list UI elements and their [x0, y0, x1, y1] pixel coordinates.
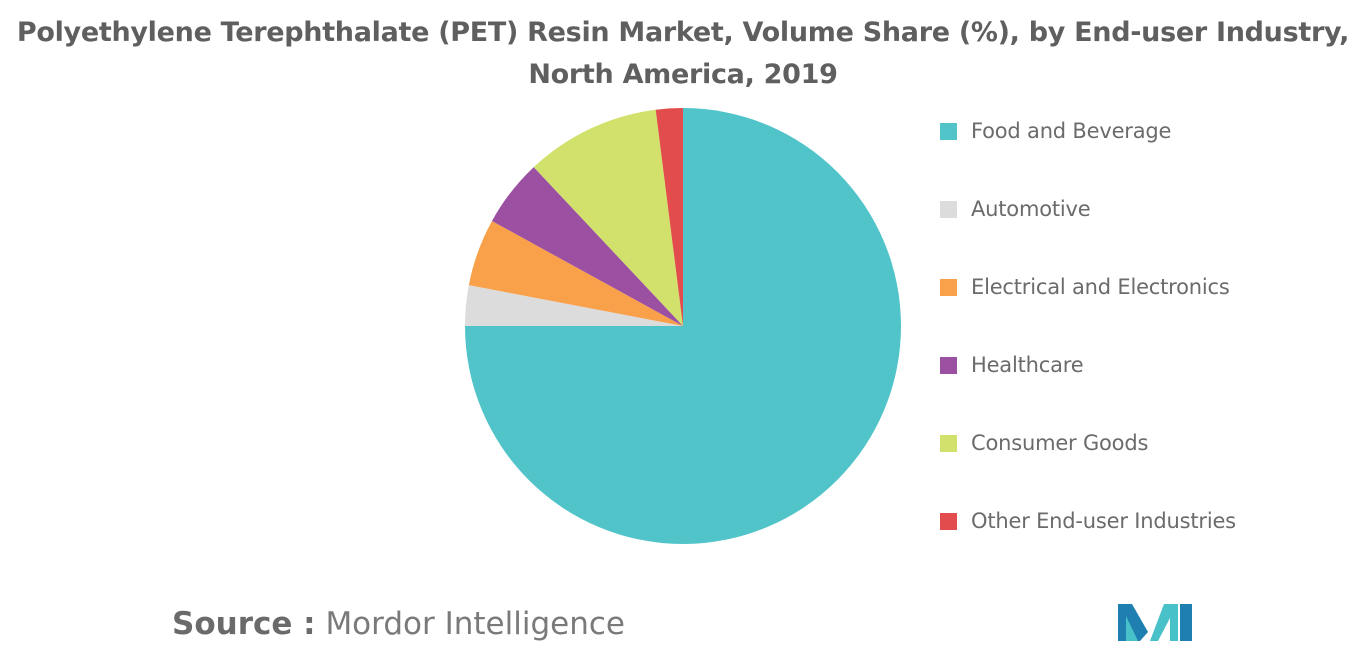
legend-item-other-end-user-industries: Other End-user Industries: [940, 504, 1340, 538]
source-label: Source :: [172, 606, 316, 642]
pie-slice-automotive: [465, 285, 683, 326]
legend-swatch: [940, 356, 957, 374]
source-value: Mordor Intelligence: [325, 606, 625, 642]
source-credit: Source : Mordor Intelligence: [172, 606, 625, 642]
legend-label: Food and Beverage: [971, 119, 1172, 143]
legend-item-automotive: Automotive: [940, 192, 1340, 226]
mordor-intelligence-logo-icon: [1118, 604, 1192, 641]
legend-label: Healthcare: [971, 353, 1084, 377]
legend-item-food-and-beverage: Food and Beverage: [940, 114, 1340, 148]
legend-swatch: [940, 200, 957, 218]
pie-slice-consumer-goods: [533, 109, 683, 326]
chart-legend: Food and Beverage Automotive Electrical an…: [940, 114, 1340, 582]
legend-label: Electrical and Electronics: [971, 275, 1230, 299]
legend-label: Automotive: [971, 197, 1091, 221]
chart-title: Polyethylene Terephthalate (PET) Resin M…: [0, 12, 1366, 96]
pie-slices: [465, 108, 901, 544]
logo-right-stroke: [1180, 604, 1192, 641]
legend-swatch: [940, 278, 957, 296]
legend-swatch: [940, 512, 957, 530]
legend-swatch: [940, 434, 957, 452]
pie-slice-healthcare: [491, 167, 683, 326]
logo-left-shape: [1118, 604, 1148, 641]
chart-title-line-1: Polyethylene Terephthalate (PET) Resin M…: [16, 17, 1350, 48]
legend-item-electrical-and-electronics: Electrical and Electronics: [940, 270, 1340, 304]
legend-label: Other End-user Industries: [971, 509, 1236, 533]
legend-item-healthcare: Healthcare: [940, 348, 1340, 382]
logo-right-shape: [1150, 604, 1178, 641]
pie-slice-electrical-and-electronics: [468, 220, 683, 326]
legend-swatch: [940, 122, 957, 140]
logo-left-stroke: [1126, 616, 1138, 641]
legend-item-consumer-goods: Consumer Goods: [940, 426, 1340, 460]
legend-label: Consumer Goods: [971, 431, 1149, 455]
chart-title-line-2: North America, 2019: [528, 59, 838, 90]
pie-slice-other-end-user-industries: [655, 108, 683, 326]
